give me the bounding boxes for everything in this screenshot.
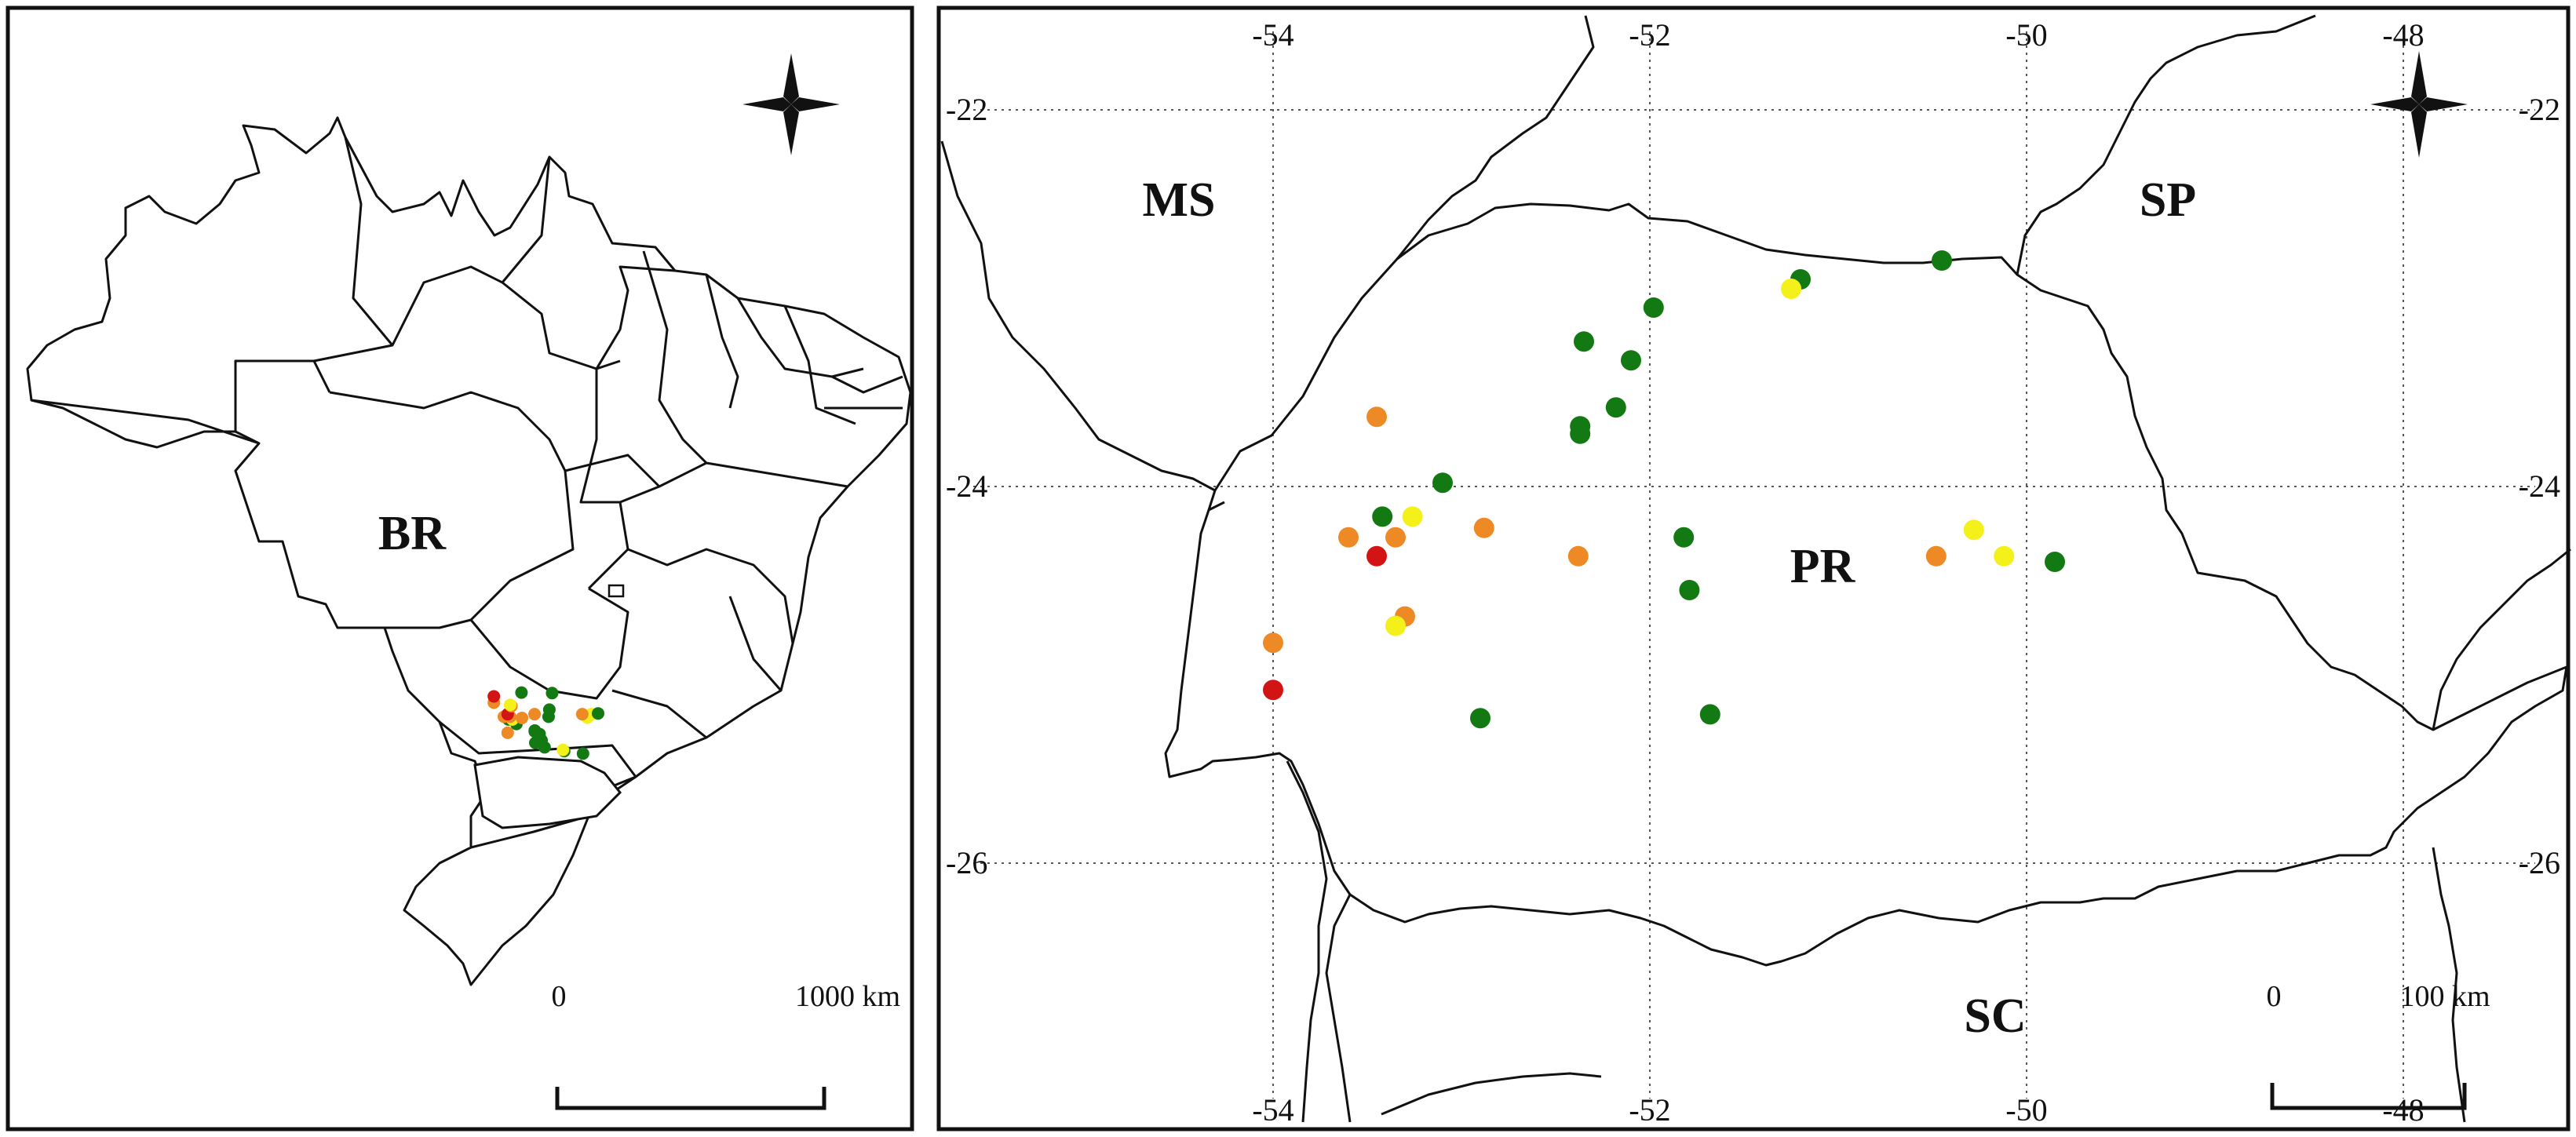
- region-label-sp: SP: [2140, 173, 2196, 227]
- occurrence-point-orange: [1925, 545, 1947, 567]
- latitude-ticks-right: -22 -24 -26: [2519, 92, 2560, 880]
- occurrence-point-green: [1673, 527, 1695, 548]
- overview-point-red: [487, 690, 501, 703]
- latitude-ticks-left: -22 -24 -26: [946, 92, 987, 880]
- occurrence-point-green: [2045, 552, 2065, 572]
- lon-tick-bottom: -52: [1629, 1092, 1670, 1128]
- occurrence-point-yellow: [1994, 545, 2015, 567]
- occurrence-point-yellow: [1402, 506, 1423, 527]
- lon-tick-top: -48: [2382, 17, 2424, 53]
- overview-map: BR 0 1000 km: [5, 5, 914, 1132]
- occurrence-point-green: [1432, 472, 1453, 494]
- overview-points: [487, 686, 604, 760]
- lat-tick-left: -24: [946, 468, 987, 504]
- lat-tick-right: -22: [2519, 92, 2560, 127]
- lon-tick-top: -50: [2005, 17, 2047, 53]
- overview-point-yellow: [504, 698, 516, 712]
- occurrence-points: [1263, 250, 2065, 729]
- parana-border: [1164, 202, 2568, 967]
- neighbour-borders: [940, 14, 2571, 1123]
- detail-frame: [936, 5, 2571, 1132]
- overview-frame: [5, 5, 914, 1132]
- overview-point-green: [545, 687, 559, 700]
- lon-tick-bottom: -54: [1252, 1092, 1293, 1128]
- region-label-ms: MS: [1143, 173, 1216, 227]
- lat-tick-left: -22: [946, 92, 987, 127]
- overview-point-yellow: [556, 743, 570, 756]
- overview-scale-start: 0: [552, 980, 567, 1013]
- occurrence-point-green: [1699, 704, 1720, 725]
- occurrence-point-orange: [1338, 527, 1359, 548]
- occurrence-point-green: [1932, 250, 1952, 271]
- lat-tick-right: -26: [2519, 845, 2560, 880]
- lon-tick-bottom: -50: [2005, 1092, 2047, 1128]
- occurrence-point-green: [1621, 350, 1641, 371]
- overview-point-orange: [516, 711, 529, 724]
- occurrence-point-red: [1366, 545, 1387, 567]
- occurrence-point-green: [1570, 423, 1591, 444]
- overview-scale-bar: 0 1000 km: [552, 980, 900, 1110]
- overview-point-green: [528, 723, 542, 737]
- overview-scale-end: 1000 km: [795, 980, 900, 1013]
- longitude-ticks-top: -54 -52 -50 -48: [1252, 17, 2424, 53]
- occurrence-point-yellow: [1385, 615, 1406, 636]
- overview-point-orange: [528, 708, 542, 721]
- overview-point-orange: [501, 726, 514, 739]
- occurrence-point-green: [1470, 708, 1491, 729]
- occurrence-point-green: [1679, 580, 1700, 600]
- occurrence-point-orange: [1263, 632, 1283, 654]
- occurrence-point-orange: [1567, 545, 1589, 567]
- occurrence-point-orange: [1385, 527, 1406, 548]
- occurrence-point-yellow: [1781, 279, 1801, 299]
- occurrence-point-orange: [1473, 517, 1494, 538]
- detail-map: -54 -52 -50 -48 -54 -52 -50 -48 -22 -24 …: [936, 5, 2571, 1132]
- brazil-outline: [26, 116, 912, 986]
- overview-point-green: [515, 686, 528, 699]
- lon-tick-top: -54: [1252, 17, 1293, 53]
- north-arrow-icon: [2370, 51, 2468, 158]
- north-arrow-icon: [743, 53, 840, 155]
- parana-highlight: [473, 756, 622, 829]
- occurrence-point-yellow: [1963, 519, 1984, 541]
- occurrence-point-red: [1263, 680, 1283, 701]
- region-label-sc: SC: [1964, 989, 2026, 1043]
- occurrence-point-green: [1574, 331, 1594, 352]
- overview-point-green: [592, 707, 604, 720]
- overview-label: BR: [378, 507, 447, 560]
- graticule: [973, 31, 2535, 1099]
- lat-tick-left: -26: [946, 845, 987, 880]
- occurrence-point-green: [1605, 397, 1626, 418]
- overview-point-green: [542, 703, 556, 716]
- occurrence-point-green: [1372, 506, 1393, 527]
- detail-scale-end: 100 km: [2399, 980, 2490, 1013]
- occurrence-point-orange: [1366, 406, 1387, 428]
- lon-tick-top: -52: [1629, 17, 1670, 53]
- occurrence-point-green: [1643, 297, 1664, 318]
- detail-scale-bar: 0 100 km: [2267, 980, 2490, 1110]
- lat-tick-right: -24: [2519, 468, 2560, 504]
- overview-point-orange: [575, 708, 589, 721]
- region-label-pr: PR: [1790, 540, 1856, 593]
- overview-point-green: [576, 747, 589, 760]
- detail-scale-start: 0: [2267, 980, 2282, 1013]
